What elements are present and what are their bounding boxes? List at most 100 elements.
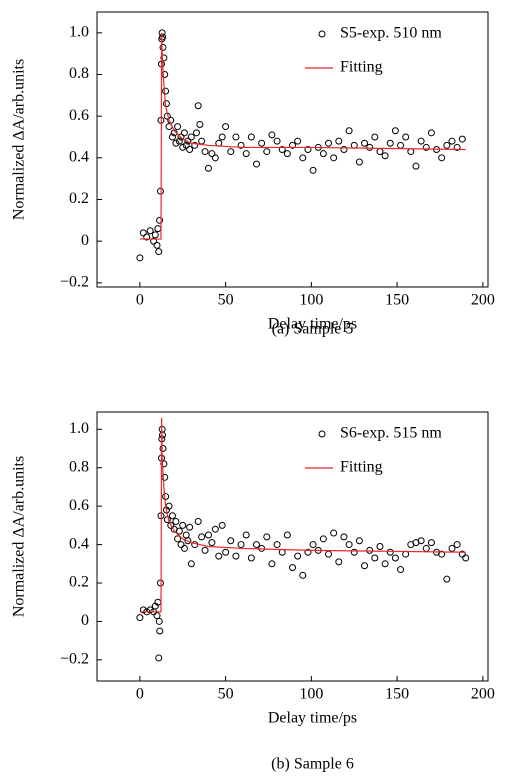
y-tick-label: 0.6	[69, 497, 89, 514]
data-point	[184, 537, 192, 545]
data-point	[371, 554, 379, 562]
data-point	[218, 521, 226, 529]
data-point	[208, 539, 216, 547]
data-point	[232, 133, 240, 141]
y-tick-label: 0	[81, 232, 89, 249]
data-point	[187, 560, 195, 568]
data-point	[453, 541, 461, 549]
data-point	[174, 535, 182, 543]
y-tick-label: −0.2	[60, 274, 89, 291]
data-point	[211, 525, 219, 533]
data-point	[218, 133, 226, 141]
legend-marker	[318, 430, 326, 438]
data-point	[268, 131, 276, 139]
data-point	[397, 566, 405, 574]
data-point	[204, 164, 212, 172]
data-point	[391, 554, 399, 562]
data-point	[381, 560, 389, 568]
data-point	[143, 233, 151, 241]
x-tick-label: 200	[471, 292, 495, 309]
data-point	[361, 562, 369, 570]
data-point	[151, 231, 159, 239]
x-tick-label: 100	[299, 292, 323, 309]
data-point	[427, 129, 435, 137]
data-point	[155, 248, 163, 256]
x-tick-label: 150	[385, 686, 409, 703]
y-tick-label: 0	[81, 612, 89, 629]
data-point	[448, 137, 456, 145]
fit-line	[139, 32, 466, 240]
legend-label: Fitting	[340, 459, 383, 476]
data-point	[159, 431, 167, 439]
data-point	[154, 225, 162, 233]
data-point	[294, 552, 302, 560]
y-axis-label: Normalized ΔA/arb.units	[11, 59, 28, 220]
data-point	[196, 121, 204, 128]
data-point	[168, 133, 176, 141]
data-point	[182, 141, 190, 149]
data-point	[407, 148, 415, 156]
data-point	[215, 552, 223, 560]
data-point	[156, 579, 164, 587]
data-point	[299, 154, 307, 162]
data-point	[159, 43, 167, 51]
data-point	[247, 554, 255, 562]
data-point	[443, 575, 451, 583]
data-point	[201, 148, 209, 156]
data-point	[160, 54, 168, 62]
x-tick-label: 150	[385, 292, 409, 309]
data-point	[376, 543, 384, 550]
data-point	[175, 527, 183, 535]
data-point	[330, 529, 338, 537]
data-point	[294, 137, 302, 145]
y-tick-label: −0.2	[60, 651, 89, 668]
data-point	[325, 550, 333, 558]
data-point	[136, 254, 144, 262]
data-point	[345, 541, 353, 549]
data-point	[361, 139, 369, 147]
x-tick-label: 100	[299, 686, 323, 703]
data-point	[222, 548, 230, 556]
data-point	[155, 654, 163, 662]
data-point	[153, 612, 161, 620]
data-point	[162, 100, 170, 108]
y-tick-label: 0.2	[69, 574, 89, 591]
legend-marker	[318, 30, 326, 38]
data-point	[366, 546, 374, 554]
data-point	[427, 539, 435, 547]
legend-label: S5-exp. 510 nm	[340, 25, 442, 42]
data-point	[139, 606, 147, 614]
data-point	[156, 187, 164, 195]
data-point	[155, 617, 163, 625]
data-point	[174, 123, 182, 131]
data-point	[402, 133, 410, 141]
data-point	[252, 541, 260, 549]
data-point	[438, 154, 446, 162]
data-point	[177, 541, 185, 549]
data-point	[283, 531, 291, 539]
data-point	[159, 445, 167, 453]
data-point	[211, 154, 219, 162]
data-point	[412, 162, 420, 170]
data-point	[268, 560, 276, 568]
data-point	[136, 614, 144, 622]
data-point	[304, 146, 312, 153]
data-point	[168, 512, 176, 520]
data-point	[443, 141, 451, 149]
data-point	[345, 127, 353, 135]
data-point	[198, 137, 206, 145]
data-point	[376, 148, 384, 156]
data-point	[227, 148, 235, 156]
data-point	[453, 143, 461, 151]
data-point	[247, 133, 255, 141]
data-point	[167, 521, 175, 529]
data-point	[156, 216, 164, 224]
data-point	[263, 533, 271, 541]
y-tick-label: 1.0	[69, 24, 89, 41]
data-point	[319, 535, 327, 543]
caption: (a) Sample 5	[272, 321, 354, 338]
x-tick-label: 0	[136, 686, 144, 703]
data-point	[150, 237, 158, 245]
y-tick-label: 0.4	[69, 149, 89, 166]
data-point	[139, 229, 147, 237]
